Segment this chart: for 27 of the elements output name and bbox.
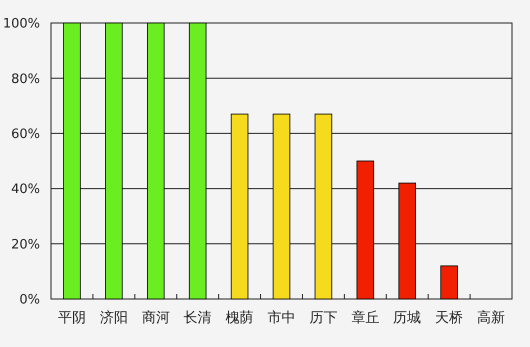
bar <box>188 22 206 300</box>
x-tick-label: 历下 <box>309 310 338 326</box>
bar <box>230 114 248 300</box>
x-tick-label: 章丘 <box>351 310 380 326</box>
y-tick-label: 20% <box>11 237 40 252</box>
y-tick-label: 0% <box>19 292 40 308</box>
bar <box>146 22 165 300</box>
bar <box>105 22 123 300</box>
y-tick-label: 40% <box>11 182 40 198</box>
x-tick-label: 高新 <box>477 310 506 326</box>
bar <box>272 114 290 300</box>
bar <box>398 182 416 300</box>
x-tick-label: 天桥 <box>435 310 464 326</box>
bar <box>356 160 374 300</box>
y-tick-label: 80% <box>11 72 40 87</box>
bar <box>314 114 332 300</box>
x-tick-label: 历城 <box>393 310 422 326</box>
x-tick-label: 槐荫 <box>226 310 254 326</box>
x-tick-label: 长清 <box>184 310 212 326</box>
y-tick-label: 60% <box>11 126 40 142</box>
y-tick-label: 100% <box>2 16 40 32</box>
bar <box>440 265 458 300</box>
x-tick-label: 平阴 <box>58 310 86 326</box>
x-tick-label: 济阳 <box>100 310 128 326</box>
x-tick-label: 市中 <box>268 310 296 326</box>
x-tick-label: 商河 <box>142 310 170 326</box>
bar <box>63 22 81 300</box>
